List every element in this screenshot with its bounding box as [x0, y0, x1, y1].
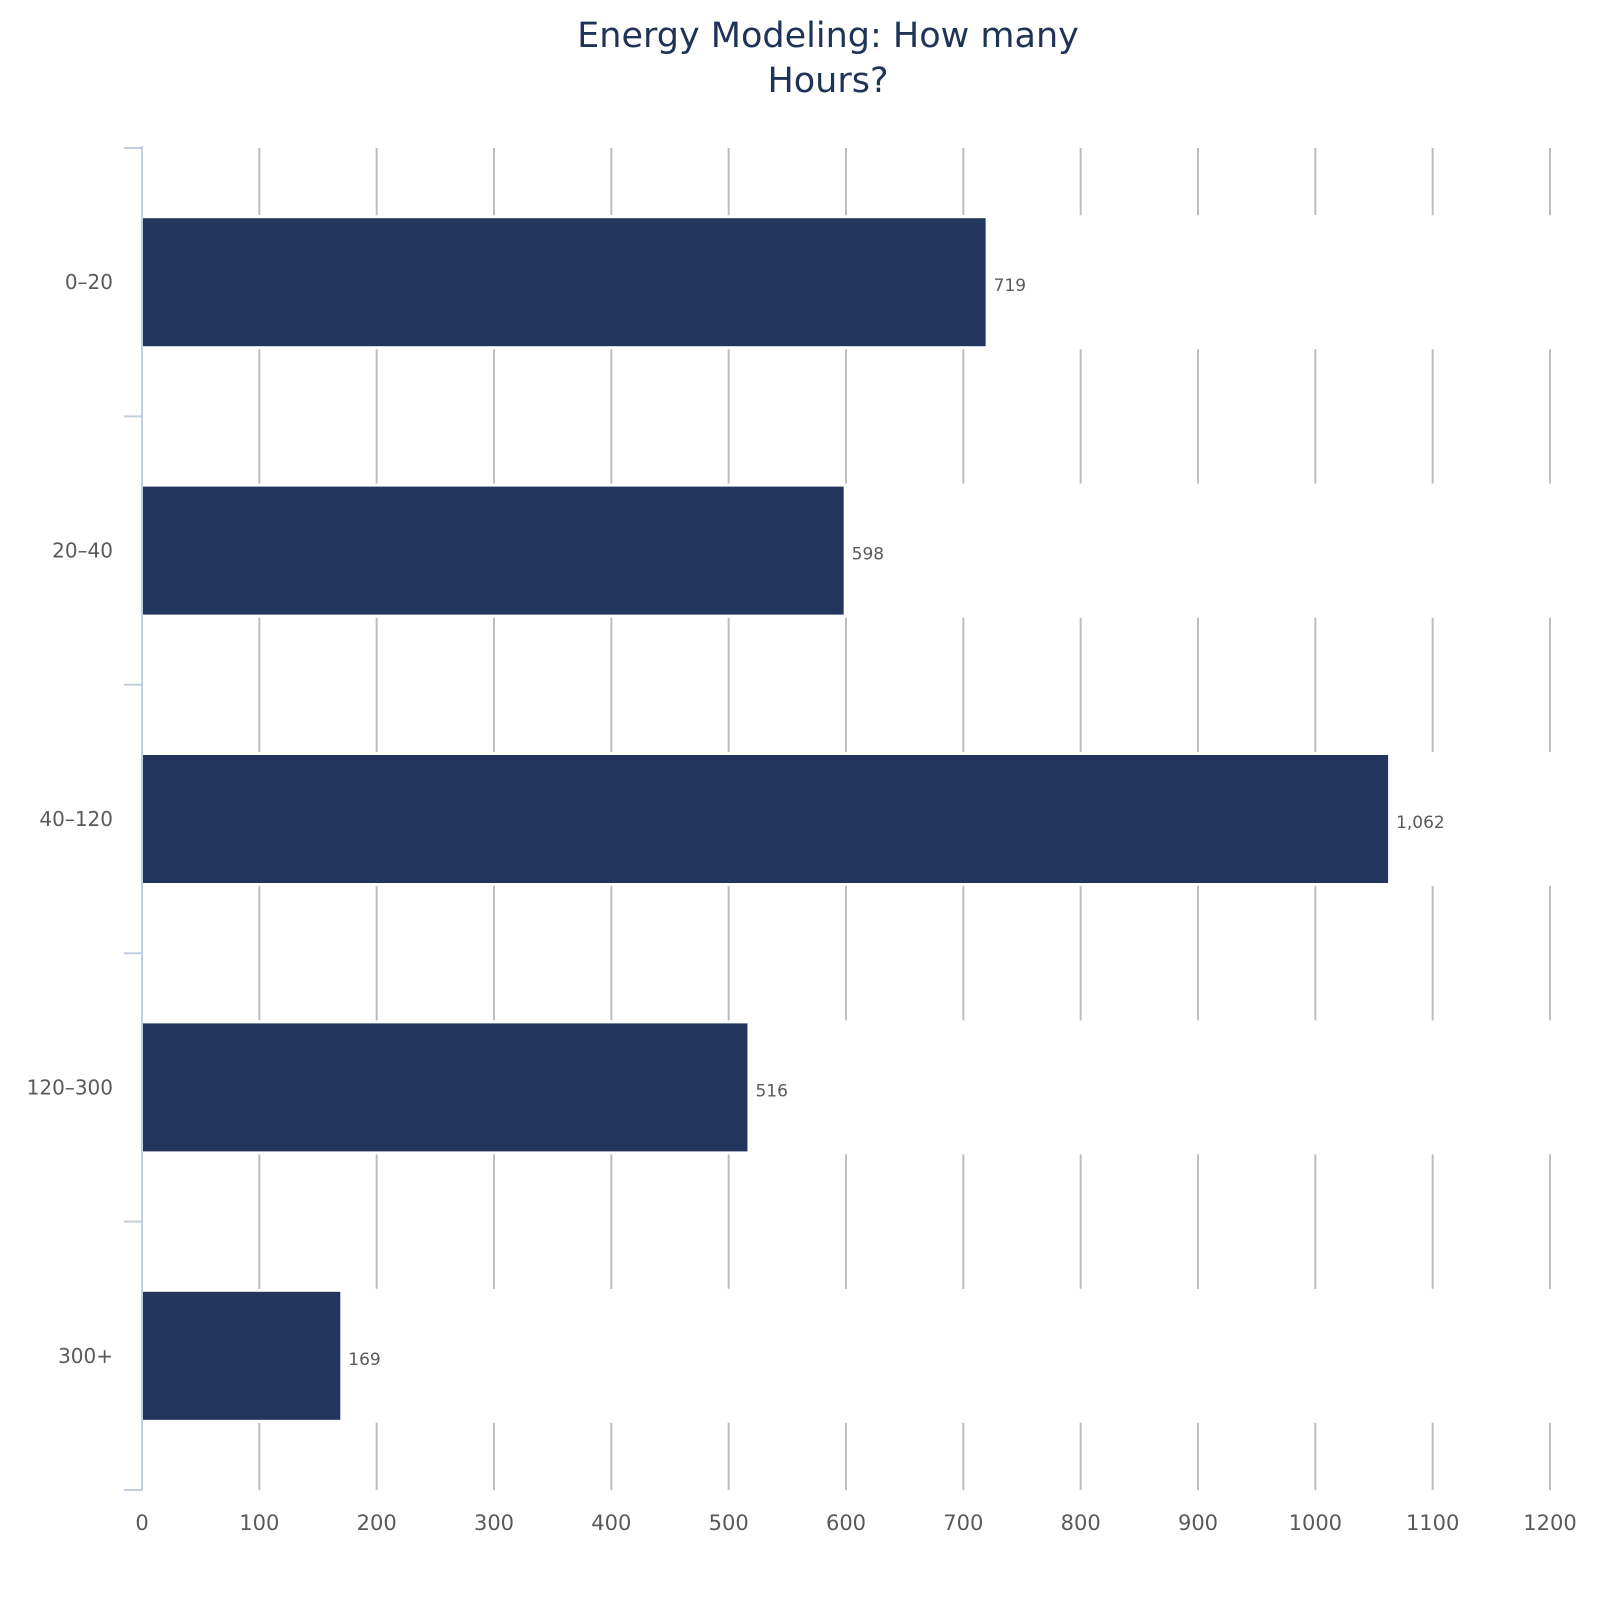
y-axis: [124, 146, 143, 1491]
x-axis-tick-labels: 0 100 200 300 400 500 600 700 800 900 1000 1100 1200: [135, 1511, 1576, 1535]
chart-title-line-2: Hours?: [767, 61, 889, 101]
x-tick-label: 500: [709, 1511, 749, 1535]
category-label: 300+: [58, 1344, 113, 1368]
x-tick-label: 100: [239, 1511, 279, 1535]
bar-20–40[interactable]: [143, 486, 844, 615]
bar-120–300[interactable]: [143, 1023, 748, 1152]
x-tick-label: 700: [943, 1511, 983, 1535]
category-label: 120–300: [27, 1075, 113, 1099]
bar-40–120[interactable]: [143, 755, 1389, 883]
x-tick-label: 1100: [1406, 1511, 1459, 1535]
category-label: 40–120: [39, 807, 113, 831]
chart-title-line-1: Energy Modeling: How many: [577, 16, 1079, 56]
category-label: 20–40: [52, 539, 113, 563]
x-tick-label: 300: [474, 1511, 514, 1535]
value-label: 516: [755, 1081, 787, 1101]
x-tick-label: 900: [1178, 1511, 1218, 1535]
bar-300+[interactable]: [143, 1291, 341, 1420]
value-label: 598: [852, 545, 884, 565]
value-labels: 719 598 1,062 516 169: [348, 276, 1444, 1370]
x-tick-label: 1000: [1289, 1511, 1342, 1535]
chart-title: Energy Modeling: How many Hours?: [0, 14, 1600, 104]
value-label: 169: [348, 1350, 380, 1370]
category-label: 0–20: [65, 270, 113, 294]
x-tick-label: 800: [1061, 1511, 1101, 1535]
x-tick-label: 0: [135, 1511, 148, 1535]
x-tick-label: 400: [591, 1511, 631, 1535]
bar-0–20[interactable]: [143, 218, 986, 347]
x-tick-label: 1200: [1523, 1511, 1576, 1535]
bars: [142, 215, 1554, 1423]
value-label: 719: [994, 276, 1026, 296]
bar-gap: [142, 1288, 1554, 1423]
x-tick-label: 600: [826, 1511, 866, 1535]
category-labels: 0–20 20–40 40–120 120–300 300+: [27, 270, 113, 1368]
value-label: 1,062: [1396, 813, 1445, 833]
x-tick-label: 200: [357, 1511, 397, 1535]
